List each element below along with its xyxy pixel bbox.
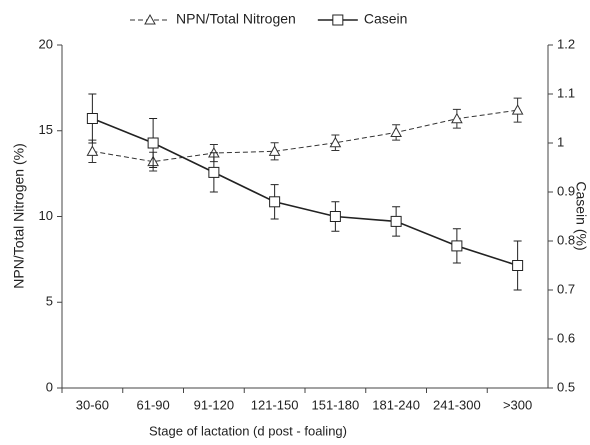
y-tick-label: 0 <box>46 379 53 394</box>
x-tick-label: >300 <box>503 397 532 412</box>
y2-tick-label: 0.5 <box>557 379 575 394</box>
series-line <box>92 117 518 267</box>
y-tick-label: 15 <box>39 122 53 137</box>
legend-label: Casein <box>364 11 408 27</box>
y2-axis-label: Casein (%) <box>573 181 589 250</box>
x-tick-label: 241-300 <box>433 397 481 412</box>
data-point <box>86 145 99 156</box>
y2-tick-label: 1.2 <box>557 36 575 51</box>
legend-marker <box>144 13 156 25</box>
x-tick-label: 181-240 <box>372 397 420 412</box>
x-tick-label: 61-90 <box>137 397 170 412</box>
data-point <box>451 240 463 252</box>
data-point <box>86 113 98 124</box>
data-point <box>269 196 281 208</box>
data-point <box>208 166 220 178</box>
y2-tick-label: 1.1 <box>557 85 575 100</box>
x-tick-label: 121-150 <box>251 397 299 412</box>
legend-marker <box>332 14 344 26</box>
data-point <box>512 260 524 271</box>
x-tick-label: 151-180 <box>312 397 360 412</box>
y2-tick-label: 0.6 <box>557 330 575 345</box>
y-tick-label: 5 <box>46 294 53 309</box>
x-axis-label: Stage of lactation (d post - foaling) <box>149 423 347 438</box>
y2-tick-label: 0.9 <box>557 183 575 198</box>
x-tick-label: 91-120 <box>194 397 234 412</box>
data-point <box>329 136 342 148</box>
y-tick-label: 10 <box>39 208 53 223</box>
legend-label: NPN/Total Nitrogen <box>176 11 296 27</box>
y-axis-label: NPN/Total Nitrogen (%) <box>11 143 27 289</box>
y-tick-label: 20 <box>39 36 53 51</box>
data-point <box>147 137 159 149</box>
y2-tick-label: 0.7 <box>557 281 575 296</box>
data-point <box>329 211 341 222</box>
data-point <box>511 104 524 115</box>
y2-tick-label: 1 <box>557 134 564 149</box>
series-line <box>92 109 518 163</box>
y2-tick-label: 0.8 <box>557 232 575 247</box>
x-tick-label: 30-60 <box>76 397 109 412</box>
data-point <box>451 112 463 124</box>
data-point <box>390 215 402 227</box>
data-point <box>268 145 281 156</box>
data-point <box>390 126 402 137</box>
